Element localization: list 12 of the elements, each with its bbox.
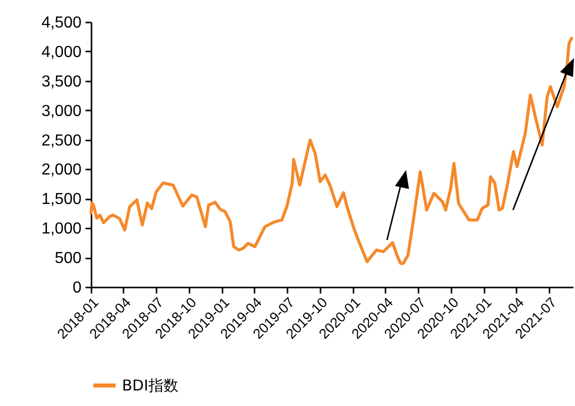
y-tick-label: 500 xyxy=(54,250,82,268)
y-tick-label: 2,000 xyxy=(41,162,82,179)
y-tick-label: 4,000 xyxy=(41,44,82,61)
y-tick-label: 2,500 xyxy=(41,132,82,150)
line-series xyxy=(90,36,574,265)
y-tick-label: 3,000 xyxy=(41,102,82,120)
y-tick-label: 0 xyxy=(72,280,82,296)
legend-label: BDI指数 xyxy=(122,376,178,394)
y-tick-label: 3,500 xyxy=(41,73,82,90)
y-tick-label: 1,500 xyxy=(41,191,82,208)
y-tick-label: 1,000 xyxy=(41,220,82,238)
y-tick-label: 4,500 xyxy=(41,14,82,32)
